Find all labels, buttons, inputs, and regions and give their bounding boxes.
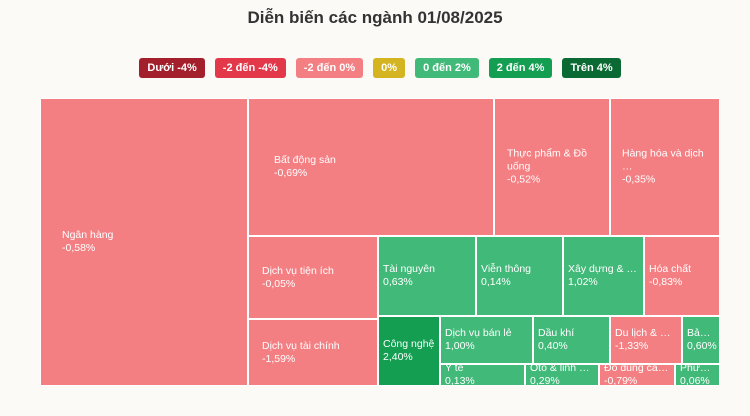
sector-name: Xây dựng & Vật liệu [568,263,639,275]
treemap-cell[interactable]: Phươ… 0,06% [675,364,720,386]
treemap-cell[interactable]: Dịch vụ bán lẻ 1,00% [440,316,533,364]
sector-name: Thực phẩm & Đồ uống [507,147,587,173]
treemap-cell[interactable]: Hàng hóa và dịch … -0,35% [610,98,720,236]
sector-name: Phươ… [680,364,715,374]
sector-change: -0,52% [507,173,541,186]
treemap-cell[interactable]: Dịch vụ tài chính -1,59% [248,319,378,386]
legend-item[interactable]: 2 đến 4% [488,58,553,78]
sector-change: -0,35% [622,173,656,186]
sector-name: Tài nguyên [383,263,435,275]
sector-name: Viễn thông [481,263,532,275]
sector-name: Công nghệ [383,338,435,350]
sector-name: Bảo … [687,327,715,339]
sector-name: Dịch vụ bán lẻ [445,327,512,339]
sector-change: -1,59% [262,352,296,365]
sector-change: 0,40% [538,340,568,352]
sector-change: 0,29% [530,375,560,386]
sector-change: 0,13% [445,375,475,386]
sector-change: -0,69% [274,167,308,179]
treemap: Ngân hàng -0,58% Bất động sản -0,69% Thực ph… [40,98,720,386]
sector-change: -1,33% [615,340,649,352]
sector-change: -0,79% [604,375,638,386]
sector-change: 0,63% [383,276,413,288]
legend-item[interactable]: Dưới -4% [139,58,205,78]
sector-name: Ôtô & linh ki… [530,364,594,374]
sector-name: Du lịch & G… [615,327,677,339]
treemap-cell[interactable]: Dầu khí 0,40% [533,316,610,364]
treemap-cell[interactable]: Du lịch & G… -1,33% [610,316,682,364]
legend-item[interactable]: -2 đến -4% [214,58,286,78]
sector-change: 1,02% [568,276,598,288]
treemap-cell[interactable]: Công nghệ 2,40% [378,316,440,386]
treemap-cell[interactable]: Ngân hàng -0,58% [40,98,248,386]
sector-name: Ngân hàng [62,229,114,241]
sector-change: -0,83% [649,276,683,288]
sector-change: 0,60% [687,340,717,352]
treemap-cell[interactable]: Tài nguyên 0,63% [378,236,476,316]
legend-item[interactable]: 0% [373,58,406,78]
sector-change: 2,40% [383,351,413,363]
legend-item[interactable]: 0 đến 2% [415,58,479,78]
legend-item[interactable]: -2 đến 0% [295,58,364,78]
sector-name: Bất động sản [274,154,336,166]
treemap-cell[interactable]: Thực phẩm & Đồ uống -0,52% [494,98,610,236]
sector-change: 0,06% [680,375,710,386]
legend-item[interactable]: Trên 4% [562,58,621,78]
treemap-cell[interactable]: Xây dựng & Vật liệu1,02% [563,236,644,316]
sector-name: Dầu khí [538,327,575,339]
sector-change: 1,00% [445,340,475,352]
treemap-cell[interactable]: Đồ dùng cá nhân và đồ gia dụng-0,79% [599,364,675,386]
sector-change: -0,05% [262,277,296,290]
sector-change: 0,14% [481,276,511,288]
sector-change: -0,58% [62,242,96,254]
treemap-cell[interactable]: Y tế 0,13% [440,364,525,386]
chart-title: Diễn biến các ngành 01/08/2025 [247,8,503,27]
sector-name: Dịch vụ tài chính [262,339,340,352]
sector-name: Hóa chất [649,263,692,275]
treemap-cell[interactable]: Dịch vụ tiện ích -0,05% [248,236,378,319]
treemap-cell[interactable]: Hóa chất -0,83% [644,236,720,316]
sector-name: Dịch vụ tiện ích [262,264,334,277]
treemap-cell[interactable]: Bảo …0,60% [682,316,720,364]
sector-name: Y tế [445,364,464,374]
treemap-cell[interactable]: Ôtô & linh ki… 0,29% [525,364,599,386]
sector-name: Hàng hóa và dịch … [622,147,704,173]
treemap-cell[interactable]: Viễn thông 0,14% [476,236,563,316]
treemap-cell[interactable]: Bất động sản -0,69% [248,98,494,236]
legend: Dưới -4% -2 đến -4% -2 đến 0% 0% 0 đến 2% 2 đ… [0,58,750,78]
sector-name: Đồ dùng cá nhân và đồ gia dụng [604,364,670,374]
